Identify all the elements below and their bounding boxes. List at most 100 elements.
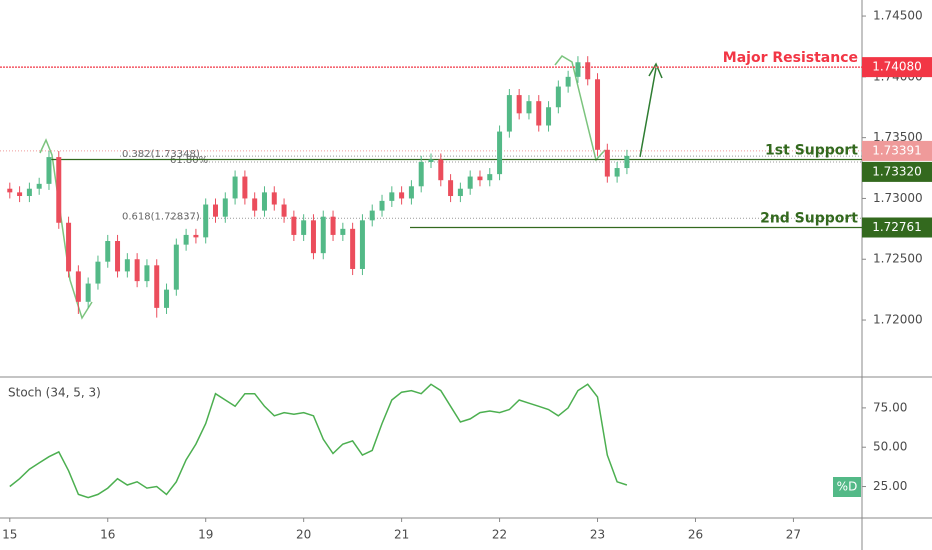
candle-body — [26, 188, 32, 197]
y-tick-label: 75.00 — [873, 400, 907, 414]
x-tick-label: 27 — [786, 528, 801, 542]
candle-body — [173, 244, 179, 290]
candle-body — [252, 198, 258, 211]
candle-body — [408, 186, 414, 199]
y-tick-label: 1.73000 — [873, 191, 923, 205]
level-label: 1st Support — [765, 143, 858, 159]
candle-body — [144, 265, 150, 282]
candle-body — [222, 198, 228, 217]
candle-body — [565, 76, 571, 87]
candle-body — [604, 149, 610, 177]
candle-body — [497, 131, 503, 175]
x-tick-label: 16 — [100, 528, 115, 542]
candle-body — [526, 101, 532, 114]
candle-body — [350, 228, 356, 269]
candle-body — [232, 176, 238, 199]
candle-body — [95, 261, 101, 284]
candle-body — [330, 216, 336, 235]
fib-label: 0.618(1.72837) — [122, 211, 200, 222]
candle-body — [183, 234, 189, 245]
x-tick-label: 15 — [2, 528, 17, 542]
level-label: Major Resistance — [723, 50, 858, 66]
fib-label: 61.80% — [170, 155, 208, 166]
candle-body — [418, 161, 424, 187]
y-tick-label: 1.72000 — [873, 313, 923, 327]
candle-body — [467, 176, 473, 189]
projection-arrow — [639, 62, 663, 158]
candle-body — [389, 192, 395, 201]
stoch-line — [9, 383, 628, 499]
price-tag — [862, 57, 932, 78]
candle-body — [7, 188, 13, 193]
candle-body — [428, 159, 434, 162]
candle-body — [36, 183, 42, 189]
y-tick-label: 50.00 — [873, 440, 907, 454]
price-tag — [862, 217, 932, 238]
candle-body — [66, 222, 72, 272]
candle-body — [203, 204, 209, 238]
candle-body — [438, 159, 444, 181]
candle-body — [124, 259, 130, 272]
candle-body — [536, 101, 542, 126]
candle-body — [193, 234, 199, 238]
candle-body — [595, 79, 601, 150]
price-tag-label: 1.74080 — [872, 60, 922, 74]
x-tick-label: 20 — [296, 528, 311, 542]
candle-body — [379, 200, 385, 211]
indicator-title: Stoch (34, 5, 3) — [8, 386, 101, 400]
candle-body — [369, 210, 375, 221]
x-tick-label: 21 — [394, 528, 409, 542]
candle-body — [261, 192, 267, 211]
candle-body — [448, 180, 454, 197]
candle-body — [575, 62, 581, 77]
fib-label: 0.382(1.73348) — [122, 149, 200, 160]
candle-body — [477, 176, 483, 181]
indicator-tag — [833, 477, 861, 497]
price-tag — [862, 161, 932, 182]
candle-body — [85, 283, 91, 302]
price-tag — [862, 140, 932, 161]
x-tick-label: 19 — [198, 528, 213, 542]
candle-body — [301, 220, 307, 235]
candle-body — [310, 220, 316, 254]
y-tick-label: 25.00 — [873, 479, 907, 493]
pattern-drawing — [554, 55, 606, 162]
candle-body — [164, 289, 170, 308]
candle-body — [56, 157, 62, 223]
candle-body — [75, 271, 81, 302]
candle-body — [213, 204, 218, 217]
candle-body — [555, 86, 561, 108]
candle-body — [614, 168, 620, 177]
y-tick-label: 1.72500 — [873, 252, 923, 266]
x-tick-label: 26 — [688, 528, 703, 542]
y-tick-label: 1.74500 — [873, 9, 923, 23]
candle-body — [585, 62, 591, 80]
candle-body — [399, 192, 405, 199]
candle-body — [546, 107, 552, 126]
candle-body — [624, 155, 630, 169]
x-tick-label: 22 — [492, 528, 507, 542]
level-label: 2nd Support — [760, 211, 858, 227]
candle-body — [242, 176, 248, 199]
candle-body — [105, 241, 111, 262]
candle-body — [506, 95, 512, 132]
candle-body — [320, 216, 326, 254]
candle-body — [134, 259, 140, 282]
indicator-name: %D — [837, 480, 858, 494]
candle-body — [487, 174, 493, 181]
price-tag-label: 1.73320 — [872, 164, 922, 178]
candle-body — [281, 204, 287, 217]
candle-body — [457, 188, 463, 197]
x-tick-label: 23 — [590, 528, 605, 542]
candle-body — [115, 241, 121, 272]
price-tag-label: 1.72761 — [872, 220, 922, 234]
candle-body — [271, 192, 277, 205]
candle-body — [17, 192, 23, 197]
candle-body — [291, 216, 297, 235]
candle-body — [46, 157, 52, 184]
candle-body — [516, 95, 522, 114]
candle-body — [154, 265, 160, 308]
price-tag-label: 1.73391 — [872, 143, 922, 157]
